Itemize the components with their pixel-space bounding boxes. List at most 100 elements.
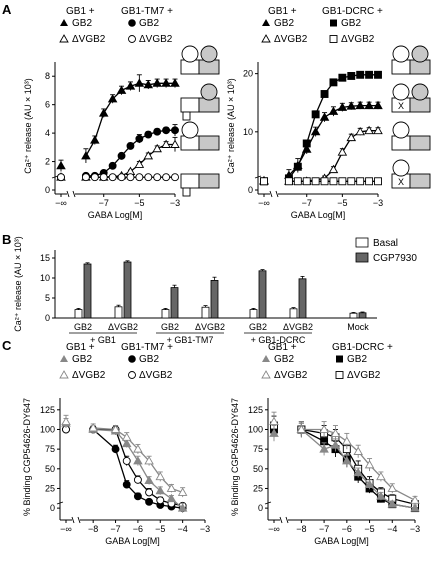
data-point [320,177,329,186]
panel-c-right-legend: GB1 + GB2 ΔVGB2 GB1-DCRC + GB2 ΔVGB2 [261,342,393,381]
data-point [410,503,420,512]
receptor-schematics-a-left [180,45,220,197]
legend-swatch-basal [355,237,369,248]
panel-letter-a: A [2,2,12,17]
schematic-gb1-head [181,121,199,139]
data-point [373,125,383,135]
data-point [134,78,145,87]
data-point [90,135,100,144]
data-point [111,445,120,454]
data-point [356,70,365,79]
legend-marker-filled-circle [128,355,136,363]
bar [74,309,83,319]
x-tick-label: −4 [387,524,397,534]
x-tick-label: −7 [110,524,120,534]
legend-entry-label: ΔVGB2 [139,34,173,45]
x-category-label: GB2 [249,322,267,332]
data-point [328,164,339,174]
schematic-gb1-stub [182,111,191,121]
data-point [342,436,352,445]
axis-break-mark [66,190,70,198]
y-tick-label: 10 [243,127,253,137]
y-tick-label: 20 [243,69,253,79]
data-point [133,456,143,465]
y-axis-label: Ca²⁺ release (AU × 10³) [13,236,23,332]
legend-entry-label: GB2 [274,18,294,29]
data-point [177,503,188,512]
bar [298,278,307,319]
panel-letter-c: C [2,338,12,353]
x-category-label: ΔVGB2 [195,322,225,332]
legend-entry-label: ΔVGB2 [341,34,375,45]
y-tick-label: 100 [248,424,263,434]
data-point [133,492,142,501]
data-point [342,456,352,465]
x-tick-label: −5 [337,198,347,208]
legend-group-title: GB1 + [66,6,95,17]
x-tick-label: −5 [364,524,374,534]
schematic-gb1-head [392,83,410,101]
x-tick-label: −3 [170,198,180,208]
data-point [356,177,365,186]
y-tick-label: 0 [50,503,55,513]
x-tick-label: −∞ [258,198,270,208]
axis-break-mark [71,516,75,524]
data-point [99,173,108,182]
data-point [346,132,357,142]
data-point [133,444,143,453]
x-tick-label: −∞ [268,524,280,534]
schematic-gb1-head [392,159,410,177]
legend-group-title: GB1-DCRC + [322,6,383,17]
data-point [171,126,179,135]
panel-a-left-chart: 0 2 4 6 8 −∞ −7 −5 −3 GABA Log[M] Ca²⁺ release (AU… [23,62,180,220]
y-tick-label: 0 [248,185,253,195]
x-tick-label: −6 [342,524,352,534]
data-point [108,173,117,182]
y-axis-label: % Binding CGP54626-DY647 [230,398,240,516]
schematic-gb1-head [392,45,410,63]
data-point [135,134,144,143]
data-point [144,475,154,485]
y-axis-label: % Binding CGP54626-DY647 [22,398,32,516]
data-point [293,160,303,170]
y-axis-label: Ca²⁺ release (AU × 10³) [23,78,33,174]
x-tick-label: −∞ [60,524,72,534]
y-tick-label: 5 [45,293,50,303]
legend-group-title: GB1 + [66,342,95,353]
x-tick-label: −8 [296,524,306,534]
y-tick-label: 0 [45,185,50,195]
panel-c-right-chart: 0 25 50 75 100 125 −∞ −8 −7 −6 −5 −4 −3 GABA Log[M] % … [230,398,420,546]
x-category-label: ΔVGB2 [108,322,138,332]
legend-entry-label: ΔVGB2 [274,34,308,45]
group-caption: + GB1-DCRC [251,335,306,345]
x-tick-label: −7 [302,198,312,208]
data-point [355,100,365,110]
legend-entry-label: GB2 [139,354,159,365]
schematic-gb2-head [200,45,218,63]
panel-c-left-chart: 0 25 50 75 100 125 −∞ −8 −7 −6 −5 −4 −3 GABA Log[M] % … [22,398,210,546]
axis-break-mark [51,175,59,179]
data-point [347,177,356,186]
data-point [329,78,338,87]
legend-entry-label: ΔVGB2 [72,370,106,381]
data-point [156,496,165,505]
data-point [170,139,180,148]
legend-entry-label: ΔVGB2 [139,370,173,381]
legend-marker-gray-filled-triangle [262,355,270,362]
data-point [338,73,347,82]
data-point [364,100,374,110]
y-tick-label: 50 [253,464,263,474]
schematic-gb2-head [411,45,429,63]
data-point [166,493,177,503]
schematic-gb2-body [198,135,220,151]
data-point [387,483,398,492]
data-point [293,177,302,186]
y-tick-label: 75 [253,444,263,454]
schematic-x-mark: X [398,101,404,111]
data-point [346,101,357,110]
data-point [98,108,109,117]
legend-group-title: GB1-TM7 + [121,342,173,353]
legend-entry-label: ΔVGB2 [72,34,106,45]
data-point [121,438,132,448]
data-point [338,177,347,186]
